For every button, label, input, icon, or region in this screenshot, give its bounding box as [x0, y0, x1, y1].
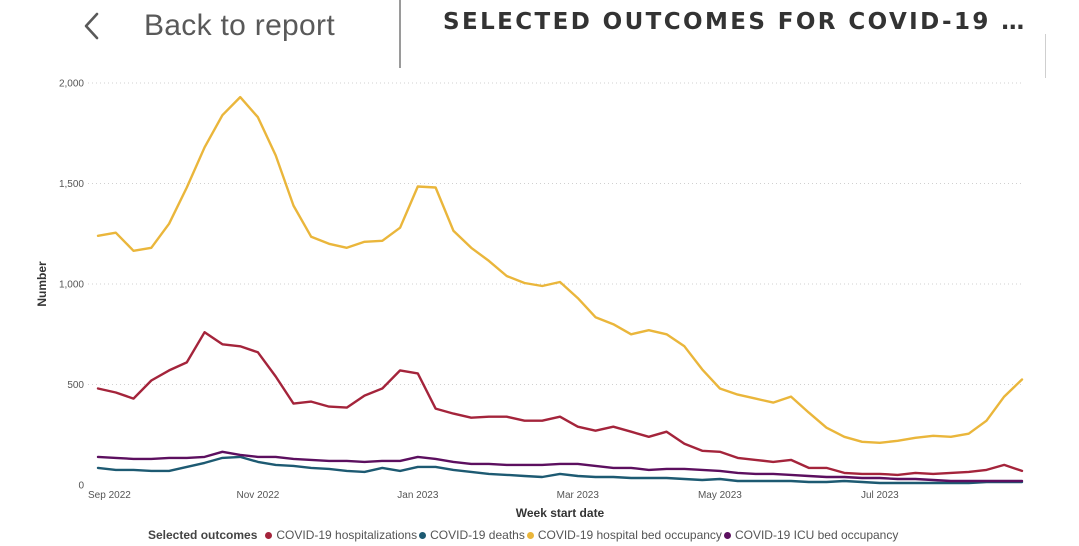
y-axis-title: Number — [35, 261, 49, 307]
legend-dot — [723, 531, 731, 539]
legend-dot — [526, 531, 534, 539]
back-to-report-button[interactable]: Back to report — [80, 0, 335, 52]
series-icu-occupancy[interactable] — [96, 450, 1024, 483]
legend-label: COVID-19 hospital bed occupancy — [537, 528, 722, 542]
report-header: Back to report SELECTED OUTCOMES FOR COV… — [0, 0, 1079, 78]
x-tick-label: Sep 2022 — [88, 490, 131, 501]
series-lines — [96, 95, 1024, 485]
legend-label: COVID-19 hospitalizations — [276, 528, 418, 542]
x-tick-label: May 2023 — [698, 490, 742, 501]
y-tick-label: 0 — [78, 481, 84, 492]
x-tick-label: Jan 2023 — [397, 490, 439, 501]
line-chart: 0 500 1,000 1,500 2,000 Sep 2022 Nov 2022 Jan … — [35, 79, 1024, 520]
y-tick-label: 1,500 — [59, 179, 84, 190]
series-deaths[interactable] — [96, 455, 1024, 485]
back-label: Back to report — [144, 9, 335, 42]
x-tick-label: Mar 2023 — [557, 490, 600, 501]
legend-item-hospitalizations[interactable]: COVID-19 hospitalizations — [265, 528, 417, 542]
legend-item-icu-occupancy[interactable]: COVID-19 ICU bed occupancy — [723, 528, 899, 542]
legend-label: COVID-19 deaths — [430, 528, 525, 542]
chevron-left-icon — [84, 12, 99, 40]
y-tick-label: 500 — [67, 380, 84, 391]
x-axis-ticks: Sep 2022 Nov 2022 Jan 2023 Mar 2023 May 2023… — [88, 490, 899, 501]
legend-label: COVID-19 ICU bed occupancy — [734, 528, 899, 542]
legend-dot — [419, 531, 427, 539]
x-tick-label: Jul 2023 — [861, 490, 899, 501]
scrollbar[interactable] — [1045, 34, 1046, 78]
y-tick-label: 1,000 — [59, 280, 84, 291]
y-axis-ticks: 0 500 1,000 1,500 2,000 — [59, 79, 84, 492]
legend-item-deaths[interactable]: COVID-19 deaths — [419, 528, 525, 542]
legend: Selected outcomes COVID-19 hospitalizati… — [148, 526, 900, 544]
legend-item-bed-occupancy[interactable]: COVID-19 hospital bed occupancy — [526, 528, 722, 542]
header-divider — [399, 0, 401, 68]
series-hospitalizations[interactable] — [96, 331, 1024, 477]
series-bed-occupancy[interactable] — [96, 95, 1024, 444]
gridlines — [88, 82, 1024, 385]
x-axis-title: Week start date — [516, 506, 605, 520]
x-tick-label: Nov 2022 — [237, 490, 280, 501]
y-tick-label: 2,000 — [59, 79, 84, 90]
legend-dot — [265, 531, 273, 539]
legend-title: Selected outcomes — [148, 528, 258, 542]
